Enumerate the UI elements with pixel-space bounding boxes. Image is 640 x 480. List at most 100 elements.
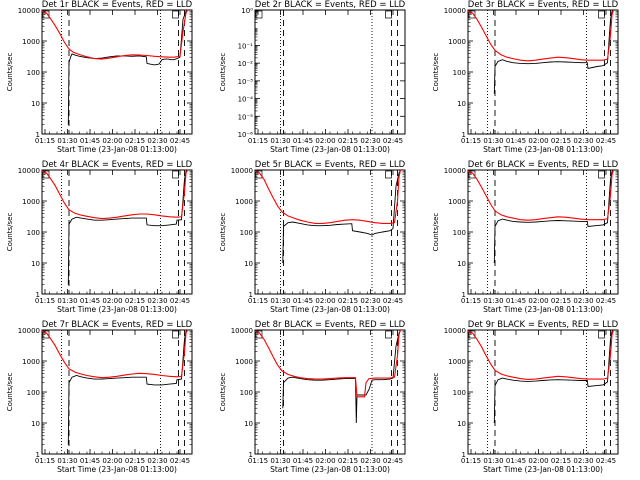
x-tick-label: 02:30 <box>573 297 593 305</box>
x-tick-label: 01:15 <box>35 297 55 305</box>
x-tick-label: 01:45 <box>506 137 526 145</box>
y-tick-label: 100 <box>453 389 466 397</box>
series-lld <box>467 169 615 221</box>
panel-title: Det 1r BLACK = Events, RED = LLD <box>42 0 193 10</box>
x-tick-label: 02:30 <box>360 457 380 465</box>
x-tick-label: 01:45 <box>293 137 313 145</box>
corner-box <box>255 330 263 339</box>
y-tick-label: 10 <box>31 100 40 108</box>
y-tick-label: 10000 <box>444 7 466 15</box>
series-lld <box>467 329 615 380</box>
x-tick-label: 02:45 <box>170 137 190 145</box>
series-lld <box>41 9 188 60</box>
x-tick-label: 01:45 <box>293 457 313 465</box>
corner-box <box>598 170 605 179</box>
y-tick-label: 1 <box>249 291 253 299</box>
y-tick-label: 1 <box>36 291 40 299</box>
series-lld <box>467 9 615 62</box>
corner-box <box>42 10 50 19</box>
corner-box <box>255 10 263 19</box>
x-tick-label: 02:00 <box>315 137 335 145</box>
x-tick-label: 01:15 <box>35 457 55 465</box>
y-tick-label: 100 <box>27 69 40 77</box>
x-tick-label: 02:45 <box>383 297 403 305</box>
series-events <box>67 169 188 285</box>
y-tick-label: 100 <box>240 229 253 237</box>
x-tick-label: 02:30 <box>573 457 593 465</box>
y-tick-label: 1 <box>249 451 253 459</box>
corner-box <box>172 170 179 179</box>
series-lld <box>41 169 188 220</box>
plot-frame <box>254 329 406 455</box>
corner-box <box>42 330 50 339</box>
corner-box <box>385 10 392 19</box>
panel-title: Det 2r BLACK = Events, RED = LLD <box>255 0 406 10</box>
x-tick-label: 02:15 <box>551 297 571 305</box>
x-tick-label: 02:00 <box>528 297 548 305</box>
y-tick-label: 1 <box>462 131 466 139</box>
plot-frame <box>467 329 619 455</box>
panel-title: Det 7r BLACK = Events, RED = LLD <box>42 320 193 330</box>
x-tick-label: 02:45 <box>383 137 403 145</box>
y-axis-label: Counts/sec <box>219 373 227 412</box>
panel-title: Det 6r BLACK = Events, RED = LLD <box>468 160 619 170</box>
series-lld <box>254 329 402 398</box>
x-tick-label: 02:00 <box>102 297 122 305</box>
series-events <box>493 329 614 424</box>
x-tick-label: 02:00 <box>528 457 548 465</box>
panel-title: Det 9r BLACK = Events, RED = LLD <box>468 320 619 330</box>
x-tick-label: 02:00 <box>315 297 335 305</box>
y-tick-label: 10 <box>457 420 466 428</box>
x-tick-label: 02:15 <box>551 137 571 145</box>
x-tick-label: 02:30 <box>360 297 380 305</box>
x-tick-label: 01:30 <box>483 137 503 145</box>
x-axis-label: Start Time (23-Jan-08 01:13:00) <box>270 305 390 314</box>
series-events <box>282 169 401 264</box>
x-tick-label: 02:45 <box>170 297 190 305</box>
x-tick-label: 02:45 <box>596 137 616 145</box>
x-axis-label: Start Time (23-Jan-08 01:13:00) <box>483 145 603 154</box>
y-tick-label: 1 <box>462 451 466 459</box>
y-tick-label: 100 <box>453 69 466 77</box>
series-events <box>67 329 188 445</box>
y-tick-label: 10000 <box>18 167 40 175</box>
detector-panel-6: Det 6r BLACK = Events, RED = LLD 1 10 100 10… <box>432 160 619 314</box>
x-tick-label: 02:15 <box>338 297 358 305</box>
y-axis-label: Counts/sec <box>6 53 14 92</box>
series-events <box>67 9 188 125</box>
x-tick-label: 02:15 <box>338 137 358 145</box>
x-tick-label: 01:15 <box>461 137 481 145</box>
x-tick-label: 01:30 <box>483 457 503 465</box>
x-tick-label: 02:45 <box>383 457 403 465</box>
series-events <box>493 9 614 94</box>
y-tick-label: 100 <box>453 229 466 237</box>
plot-frame <box>467 169 619 295</box>
series-events <box>282 329 401 424</box>
x-tick-label: 02:45 <box>596 297 616 305</box>
y-tick-label: 10⁰ <box>241 7 253 15</box>
y-tick-label: 1 <box>462 291 466 299</box>
y-tick-label: 10⁻² <box>238 60 254 68</box>
x-axis-label: Start Time (23-Jan-08 01:13:00) <box>483 465 603 474</box>
plot-frame <box>41 9 193 135</box>
y-tick-label: 1000 <box>22 358 40 366</box>
detector-panel-1: Det 1r BLACK = Events, RED = LLD 1 10 100 10… <box>6 0 193 154</box>
detector-panel-4: Det 4r BLACK = Events, RED = LLD 1 10 100 10… <box>6 160 193 314</box>
y-axis-label: Counts/sec <box>219 53 227 92</box>
x-tick-label: 02:00 <box>315 457 335 465</box>
x-tick-label: 01:15 <box>461 297 481 305</box>
x-tick-label: 02:45 <box>170 457 190 465</box>
x-tick-label: 02:15 <box>551 457 571 465</box>
x-tick-label: 01:45 <box>80 137 100 145</box>
x-tick-label: 01:30 <box>270 457 290 465</box>
corner-box <box>468 330 476 339</box>
corner-box <box>385 170 392 179</box>
corner-box <box>255 170 263 179</box>
corner-box <box>42 170 50 179</box>
detector-panel-9: Det 9r BLACK = Events, RED = LLD 1 10 100 10… <box>432 320 619 474</box>
corner-box <box>598 10 605 19</box>
x-tick-label: 01:30 <box>57 457 77 465</box>
series-lld <box>41 329 188 379</box>
